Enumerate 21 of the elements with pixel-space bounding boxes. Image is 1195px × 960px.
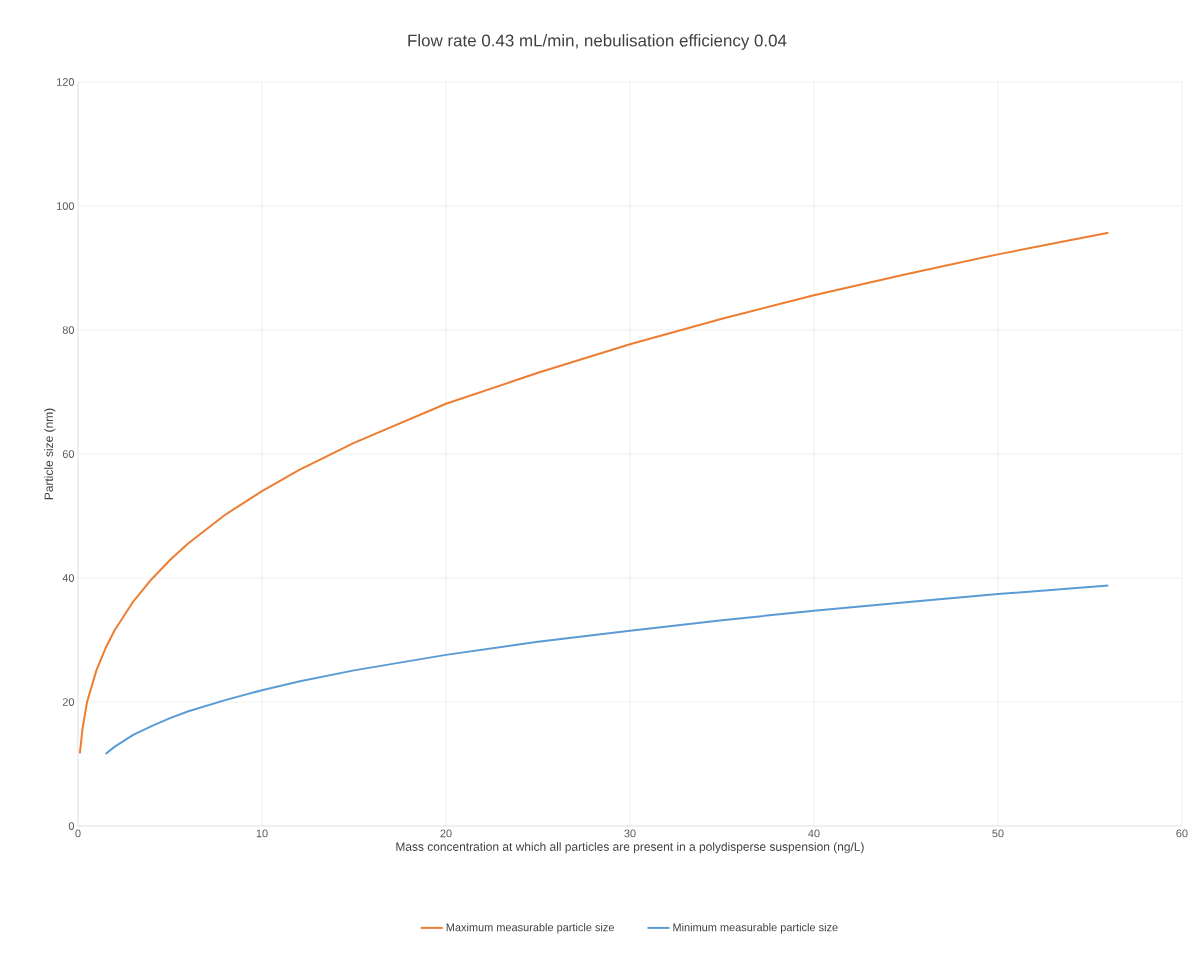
y-tick-label: 100	[57, 202, 75, 210]
y-tick-label: 60	[62, 450, 75, 458]
line-series	[78, 231, 1110, 755]
x-tick-label: 0	[75, 829, 81, 838]
x-tick-label: 40	[808, 829, 820, 838]
y-axis-title: Particle size (nm)	[44, 408, 56, 500]
legend-label: Maximum measurable particle size	[446, 923, 614, 934]
y-tick-label: 0	[68, 822, 75, 830]
y-tick-label: 120	[57, 78, 75, 86]
x-tick-label: 60	[1176, 829, 1188, 838]
y-tick-label: 40	[62, 574, 75, 582]
x-tick-label: 30	[624, 829, 636, 838]
y-tick-label: 20	[62, 698, 75, 706]
chart-title: Flow rate 0.43 mL/min, nebulisation efficiency 0.04	[408, 34, 787, 50]
x-tick-label: 20	[440, 829, 452, 838]
legend-label: Minimum measurable particle size	[673, 923, 838, 934]
y-tick-label: 80	[62, 326, 75, 334]
line-series	[104, 584, 1110, 756]
x-axis-title: Mass concentration at which all particles are present in a polydisperse suspension (ng/L)	[396, 842, 864, 854]
x-tick-label: 50	[992, 829, 1004, 838]
x-tick-label: 10	[256, 829, 268, 838]
